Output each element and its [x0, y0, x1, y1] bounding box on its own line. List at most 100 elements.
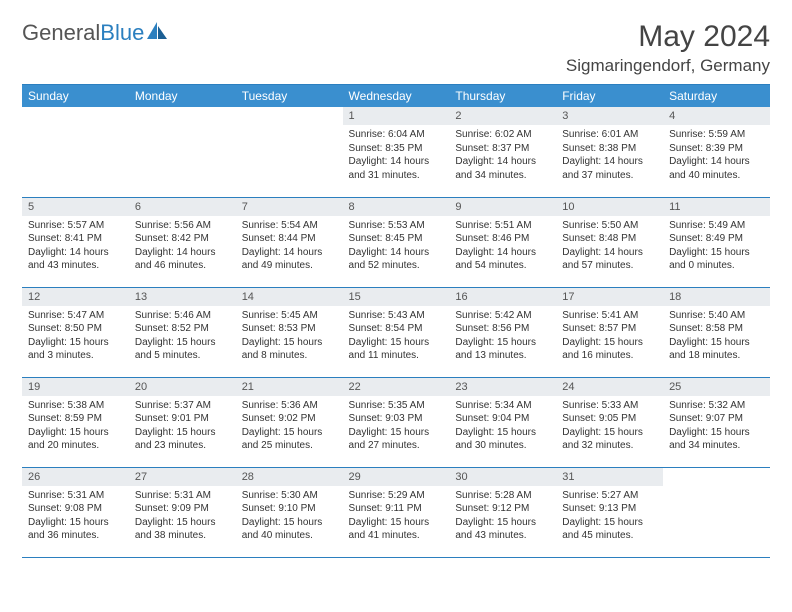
day-data: Sunrise: 5:33 AMSunset: 9:05 PMDaylight:… [556, 396, 663, 456]
weekday-header: Tuesday [236, 85, 343, 108]
calendar-day-cell: 31Sunrise: 5:27 AMSunset: 9:13 PMDayligh… [556, 467, 663, 557]
calendar-day-cell: 5Sunrise: 5:57 AMSunset: 8:41 PMDaylight… [22, 197, 129, 287]
day-data: Sunrise: 6:04 AMSunset: 8:35 PMDaylight:… [343, 125, 450, 185]
day-number: 29 [343, 468, 450, 486]
day-number: 3 [556, 107, 663, 125]
day-data: Sunrise: 5:31 AMSunset: 9:09 PMDaylight:… [129, 486, 236, 546]
title-block: May 2024 Sigmaringendorf, Germany [566, 20, 770, 76]
day-number: 28 [236, 468, 343, 486]
day-number: 1 [343, 107, 450, 125]
calendar-head: SundayMondayTuesdayWednesdayThursdayFrid… [22, 85, 770, 108]
calendar-body: 1Sunrise: 6:04 AMSunset: 8:35 PMDaylight… [22, 107, 770, 557]
day-data: Sunrise: 5:40 AMSunset: 8:58 PMDaylight:… [663, 306, 770, 366]
day-data: Sunrise: 6:02 AMSunset: 8:37 PMDaylight:… [449, 125, 556, 185]
calendar-day-cell: 19Sunrise: 5:38 AMSunset: 8:59 PMDayligh… [22, 377, 129, 467]
calendar-day-cell: 28Sunrise: 5:30 AMSunset: 9:10 PMDayligh… [236, 467, 343, 557]
day-data: Sunrise: 5:36 AMSunset: 9:02 PMDaylight:… [236, 396, 343, 456]
day-number: 22 [343, 378, 450, 396]
day-number: 31 [556, 468, 663, 486]
weekday-row: SundayMondayTuesdayWednesdayThursdayFrid… [22, 85, 770, 108]
calendar-day-cell: 25Sunrise: 5:32 AMSunset: 9:07 PMDayligh… [663, 377, 770, 467]
day-data: Sunrise: 5:50 AMSunset: 8:48 PMDaylight:… [556, 216, 663, 276]
day-data: Sunrise: 5:49 AMSunset: 8:49 PMDaylight:… [663, 216, 770, 276]
calendar-day-cell: 20Sunrise: 5:37 AMSunset: 9:01 PMDayligh… [129, 377, 236, 467]
day-data: Sunrise: 6:01 AMSunset: 8:38 PMDaylight:… [556, 125, 663, 185]
calendar-day-cell: 8Sunrise: 5:53 AMSunset: 8:45 PMDaylight… [343, 197, 450, 287]
calendar-day-cell [129, 107, 236, 197]
day-data: Sunrise: 5:51 AMSunset: 8:46 PMDaylight:… [449, 216, 556, 276]
calendar-day-cell: 26Sunrise: 5:31 AMSunset: 9:08 PMDayligh… [22, 467, 129, 557]
day-number: 2 [449, 107, 556, 125]
day-data: Sunrise: 5:32 AMSunset: 9:07 PMDaylight:… [663, 396, 770, 456]
calendar-day-cell: 13Sunrise: 5:46 AMSunset: 8:52 PMDayligh… [129, 287, 236, 377]
calendar-day-cell: 22Sunrise: 5:35 AMSunset: 9:03 PMDayligh… [343, 377, 450, 467]
calendar-day-cell: 21Sunrise: 5:36 AMSunset: 9:02 PMDayligh… [236, 377, 343, 467]
day-data: Sunrise: 5:29 AMSunset: 9:11 PMDaylight:… [343, 486, 450, 546]
day-data: Sunrise: 5:35 AMSunset: 9:03 PMDaylight:… [343, 396, 450, 456]
location: Sigmaringendorf, Germany [566, 56, 770, 76]
day-data: Sunrise: 5:38 AMSunset: 8:59 PMDaylight:… [22, 396, 129, 456]
day-number: 5 [22, 198, 129, 216]
day-number: 30 [449, 468, 556, 486]
day-data: Sunrise: 5:30 AMSunset: 9:10 PMDaylight:… [236, 486, 343, 546]
day-data: Sunrise: 5:56 AMSunset: 8:42 PMDaylight:… [129, 216, 236, 276]
day-data: Sunrise: 5:42 AMSunset: 8:56 PMDaylight:… [449, 306, 556, 366]
logo-text-1: General [22, 20, 100, 46]
weekday-header: Monday [129, 85, 236, 108]
day-number: 26 [22, 468, 129, 486]
day-number: 23 [449, 378, 556, 396]
day-data: Sunrise: 5:53 AMSunset: 8:45 PMDaylight:… [343, 216, 450, 276]
day-number: 7 [236, 198, 343, 216]
day-data: Sunrise: 5:59 AMSunset: 8:39 PMDaylight:… [663, 125, 770, 185]
day-data: Sunrise: 5:41 AMSunset: 8:57 PMDaylight:… [556, 306, 663, 366]
calendar-day-cell: 16Sunrise: 5:42 AMSunset: 8:56 PMDayligh… [449, 287, 556, 377]
day-number: 18 [663, 288, 770, 306]
weekday-header: Friday [556, 85, 663, 108]
calendar-day-cell: 7Sunrise: 5:54 AMSunset: 8:44 PMDaylight… [236, 197, 343, 287]
day-number: 27 [129, 468, 236, 486]
calendar-table: SundayMondayTuesdayWednesdayThursdayFrid… [22, 84, 770, 558]
day-number: 11 [663, 198, 770, 216]
day-data: Sunrise: 5:31 AMSunset: 9:08 PMDaylight:… [22, 486, 129, 546]
day-number [236, 107, 343, 125]
calendar-day-cell: 23Sunrise: 5:34 AMSunset: 9:04 PMDayligh… [449, 377, 556, 467]
calendar-day-cell [22, 107, 129, 197]
calendar-day-cell: 10Sunrise: 5:50 AMSunset: 8:48 PMDayligh… [556, 197, 663, 287]
calendar-day-cell: 2Sunrise: 6:02 AMSunset: 8:37 PMDaylight… [449, 107, 556, 197]
day-data: Sunrise: 5:43 AMSunset: 8:54 PMDaylight:… [343, 306, 450, 366]
calendar-week-row: 19Sunrise: 5:38 AMSunset: 8:59 PMDayligh… [22, 377, 770, 467]
day-number: 14 [236, 288, 343, 306]
calendar-day-cell: 17Sunrise: 5:41 AMSunset: 8:57 PMDayligh… [556, 287, 663, 377]
day-data: Sunrise: 5:45 AMSunset: 8:53 PMDaylight:… [236, 306, 343, 366]
calendar-day-cell: 11Sunrise: 5:49 AMSunset: 8:49 PMDayligh… [663, 197, 770, 287]
day-number [129, 107, 236, 125]
calendar-day-cell: 14Sunrise: 5:45 AMSunset: 8:53 PMDayligh… [236, 287, 343, 377]
day-number: 24 [556, 378, 663, 396]
day-number [663, 468, 770, 486]
logo-sail-icon [147, 20, 169, 46]
day-data: Sunrise: 5:28 AMSunset: 9:12 PMDaylight:… [449, 486, 556, 546]
month-title: May 2024 [566, 20, 770, 54]
weekday-header: Thursday [449, 85, 556, 108]
day-data: Sunrise: 5:34 AMSunset: 9:04 PMDaylight:… [449, 396, 556, 456]
day-number: 4 [663, 107, 770, 125]
calendar-day-cell: 12Sunrise: 5:47 AMSunset: 8:50 PMDayligh… [22, 287, 129, 377]
calendar-day-cell: 9Sunrise: 5:51 AMSunset: 8:46 PMDaylight… [449, 197, 556, 287]
calendar-week-row: 1Sunrise: 6:04 AMSunset: 8:35 PMDaylight… [22, 107, 770, 197]
day-data: Sunrise: 5:37 AMSunset: 9:01 PMDaylight:… [129, 396, 236, 456]
day-number [22, 107, 129, 125]
calendar-day-cell [236, 107, 343, 197]
day-number: 10 [556, 198, 663, 216]
calendar-week-row: 12Sunrise: 5:47 AMSunset: 8:50 PMDayligh… [22, 287, 770, 377]
day-data: Sunrise: 5:46 AMSunset: 8:52 PMDaylight:… [129, 306, 236, 366]
day-number: 21 [236, 378, 343, 396]
weekday-header: Sunday [22, 85, 129, 108]
day-number: 20 [129, 378, 236, 396]
day-data: Sunrise: 5:54 AMSunset: 8:44 PMDaylight:… [236, 216, 343, 276]
logo-text-2: Blue [100, 20, 144, 46]
day-data: Sunrise: 5:47 AMSunset: 8:50 PMDaylight:… [22, 306, 129, 366]
weekday-header: Wednesday [343, 85, 450, 108]
calendar-day-cell: 15Sunrise: 5:43 AMSunset: 8:54 PMDayligh… [343, 287, 450, 377]
day-number: 19 [22, 378, 129, 396]
calendar-day-cell: 4Sunrise: 5:59 AMSunset: 8:39 PMDaylight… [663, 107, 770, 197]
